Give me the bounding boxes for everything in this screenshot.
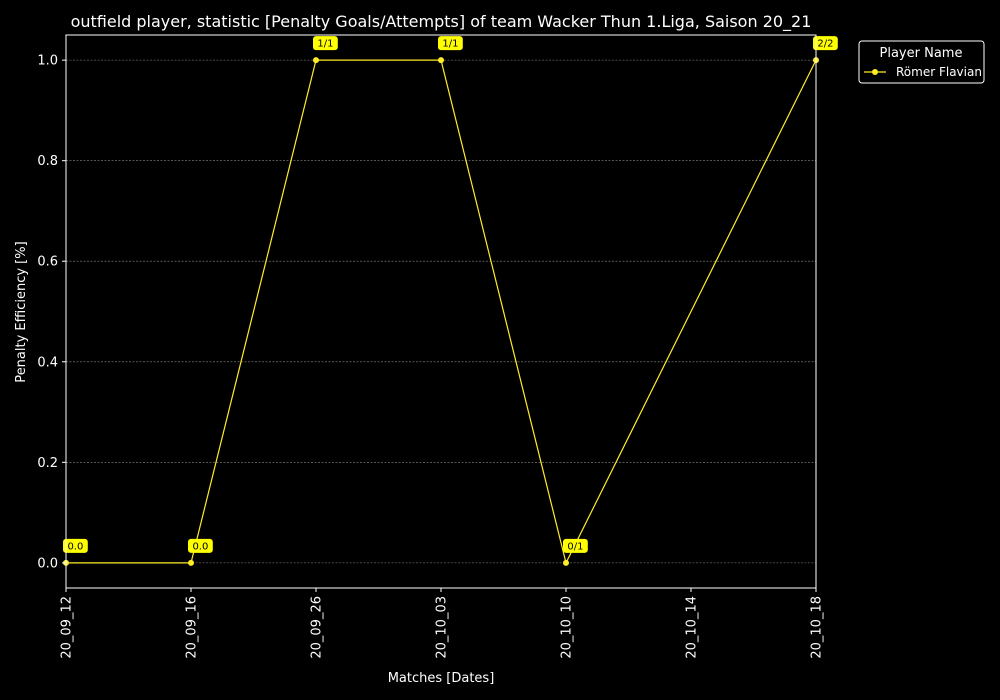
series-line [66, 59, 817, 565]
y-tick-label: 0.6 [37, 255, 58, 270]
data-label: 1/1 [442, 39, 458, 50]
y-tick-label: 0.0 [37, 556, 58, 571]
data-label-box [813, 36, 838, 51]
y-tick-label: 0.4 [37, 355, 58, 370]
x-tick-label: 20_10_10 [560, 596, 575, 659]
y-tick-label: 1.0 [37, 54, 58, 69]
x-tick-label: 20_10_14 [685, 596, 700, 659]
data-label: 0.0 [67, 541, 83, 552]
y-tick-label: 0.2 [37, 456, 58, 471]
legend-series-label: Römer Flavian [896, 65, 982, 79]
chart-title: outfield player, statistic [Penalty Goal… [71, 12, 812, 32]
x-tick-label: 20_09_12 [60, 596, 75, 659]
data-label: 0/1 [567, 541, 583, 552]
data-label: 0.0 [192, 541, 208, 552]
data-label-box [563, 538, 588, 553]
data-point [438, 57, 444, 64]
data-label-box [438, 36, 463, 51]
y-axis-ticks: 0.0 0.2 0.4 0.6 0.8 1.0 [37, 54, 66, 571]
x-tick-label: 20_09_26 [310, 596, 325, 659]
x-tick-label: 20_10_03 [435, 596, 450, 659]
data-point [188, 559, 194, 566]
legend: Player Name Römer Flavian [858, 40, 985, 84]
y-axis-label: Penalty Efficiency [%] [14, 241, 29, 382]
legend-swatch-marker [872, 69, 878, 75]
data-point [313, 57, 319, 64]
legend-title: Player Name [880, 46, 963, 61]
data-point [563, 559, 569, 566]
x-axis-ticks: 20_09_12 20_09_16 20_09_26 20_10_03 20_10_10… [60, 588, 825, 659]
data-label: 1/1 [317, 39, 333, 50]
data-label: 2/2 [817, 39, 833, 50]
x-axis-label: Matches [Dates] [388, 671, 495, 686]
data-label-box [188, 538, 213, 553]
data-label-box [313, 36, 338, 51]
legend-box [858, 40, 985, 84]
data-label-box [63, 538, 88, 553]
x-tick-label: 20_10_18 [810, 596, 825, 659]
data-labels: 0.0 0.0 1/1 1/1 0/1 2/2 [63, 36, 838, 553]
x-tick-label: 20_09_16 [185, 596, 200, 659]
y-tick-label: 0.8 [37, 154, 58, 169]
